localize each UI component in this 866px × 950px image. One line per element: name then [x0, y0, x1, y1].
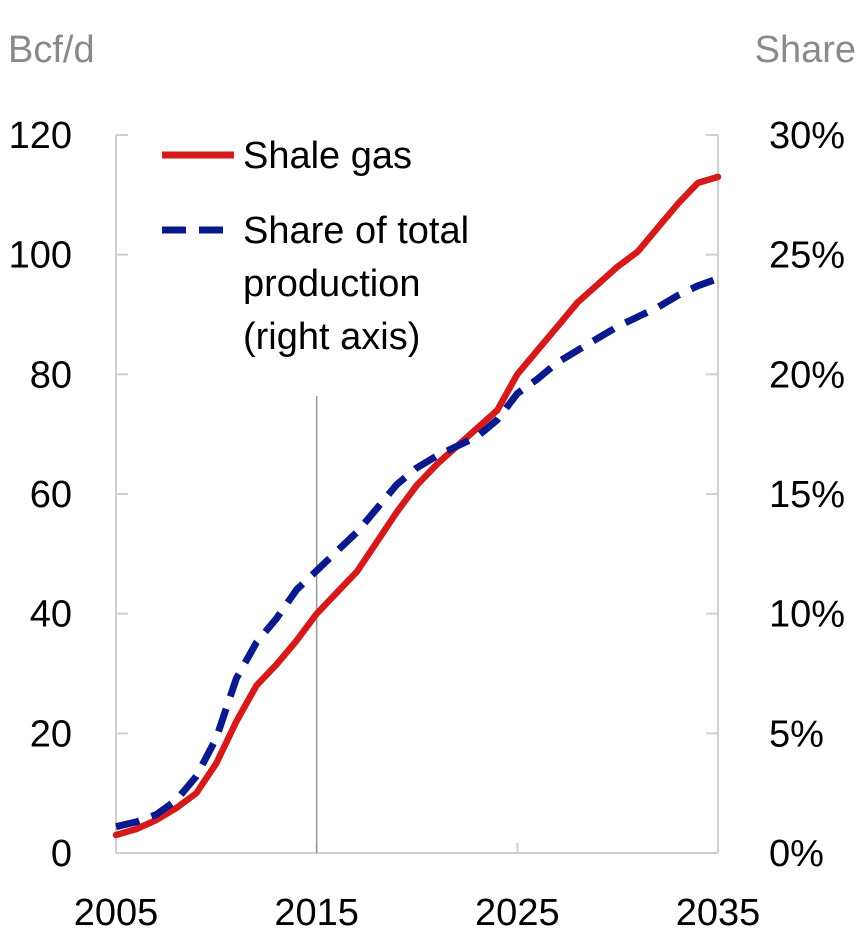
x-tick-label: 2025 [475, 892, 560, 934]
right-tick-label: 15% [769, 474, 845, 516]
legend-label: Share of total [243, 210, 469, 252]
right-tick-label: 20% [769, 354, 845, 396]
x-tick-label: 2035 [676, 892, 761, 934]
left-tick-label: 40 [30, 594, 72, 636]
shale-gas-series-line [112, 173, 722, 839]
x-tick-label: 2015 [274, 892, 359, 934]
left-tick-label: 20 [30, 713, 72, 755]
share-series-line [115, 275, 720, 831]
right-axis: 0% 5% 10% 15% 20% 25% 30% [706, 115, 845, 875]
legend-label: (right axis) [243, 316, 420, 358]
left-axis: 0 20 40 60 80 100 120 [9, 115, 128, 875]
x-axis: 2005 2015 2025 2035 [74, 843, 761, 934]
legend: Shale gas Share of total production (right … [162, 135, 469, 358]
left-tick-label: 100 [9, 235, 72, 277]
right-tick-label: 5% [769, 713, 824, 755]
legend-label: production [243, 263, 420, 305]
plot-area [112, 173, 722, 853]
left-tick-label: 80 [30, 354, 72, 396]
right-tick-label: 0% [769, 833, 824, 875]
left-tick-label: 0 [51, 833, 72, 875]
left-tick-label: 60 [30, 474, 72, 516]
left-axis-unit: Bcf/d [8, 29, 95, 71]
x-tick-label: 2005 [74, 892, 159, 934]
right-tick-label: 10% [769, 594, 845, 636]
right-tick-label: 25% [769, 235, 845, 277]
right-axis-unit: Share [755, 29, 856, 71]
left-tick-label: 120 [9, 115, 72, 157]
legend-label: Shale gas [243, 135, 412, 177]
right-tick-label: 30% [769, 115, 845, 157]
